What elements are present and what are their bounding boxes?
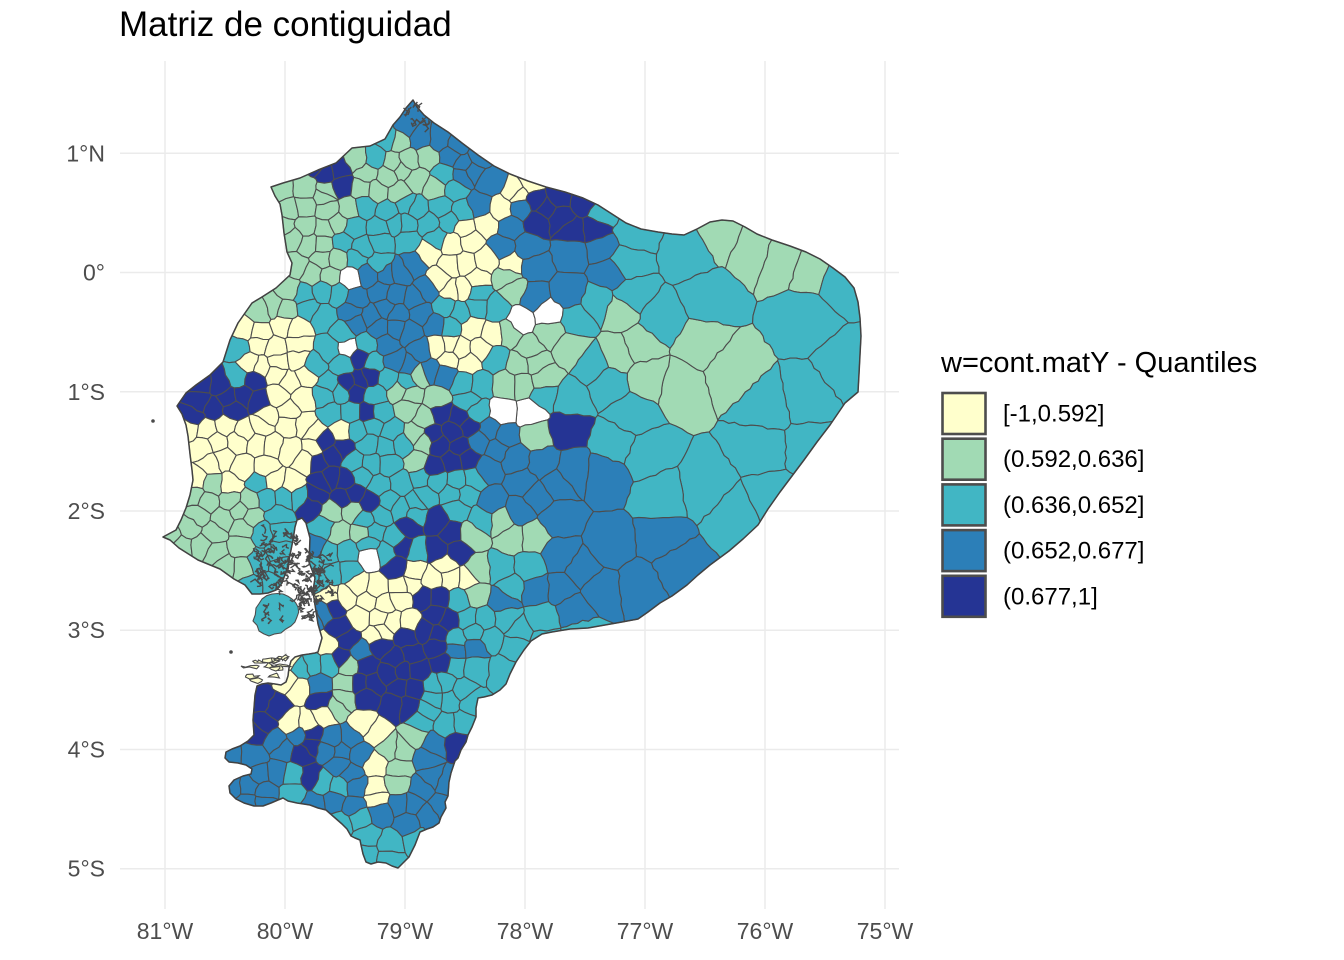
svg-text:2°S: 2°S xyxy=(68,498,105,524)
svg-text:1°N: 1°N xyxy=(66,140,105,166)
svg-text:Matriz de contiguidad: Matriz de contiguidad xyxy=(119,5,452,44)
svg-text:w=cont.matY - Quantiles: w=cont.matY - Quantiles xyxy=(940,347,1257,379)
svg-text:75°W: 75°W xyxy=(857,918,914,944)
svg-text:0°: 0° xyxy=(83,260,105,286)
svg-text:4°S: 4°S xyxy=(68,737,105,763)
svg-text:77°W: 77°W xyxy=(617,918,674,944)
svg-text:(0.592,0.636]: (0.592,0.636] xyxy=(1003,446,1144,473)
svg-text:81°W: 81°W xyxy=(137,918,194,944)
svg-text:3°S: 3°S xyxy=(68,617,105,643)
svg-text:(0.677,1]: (0.677,1] xyxy=(1003,583,1098,610)
svg-text:80°W: 80°W xyxy=(257,918,314,944)
svg-text:(0.652,0.677]: (0.652,0.677] xyxy=(1003,538,1144,565)
svg-text:76°W: 76°W xyxy=(737,918,794,944)
svg-text:5°S: 5°S xyxy=(68,856,105,882)
svg-text:[-1,0.592]: [-1,0.592] xyxy=(1003,401,1104,428)
svg-text:79°W: 79°W xyxy=(377,918,434,944)
svg-text:78°W: 78°W xyxy=(497,918,554,944)
svg-text:(0.636,0.652]: (0.636,0.652] xyxy=(1003,492,1144,519)
svg-text:1°S: 1°S xyxy=(68,379,105,405)
